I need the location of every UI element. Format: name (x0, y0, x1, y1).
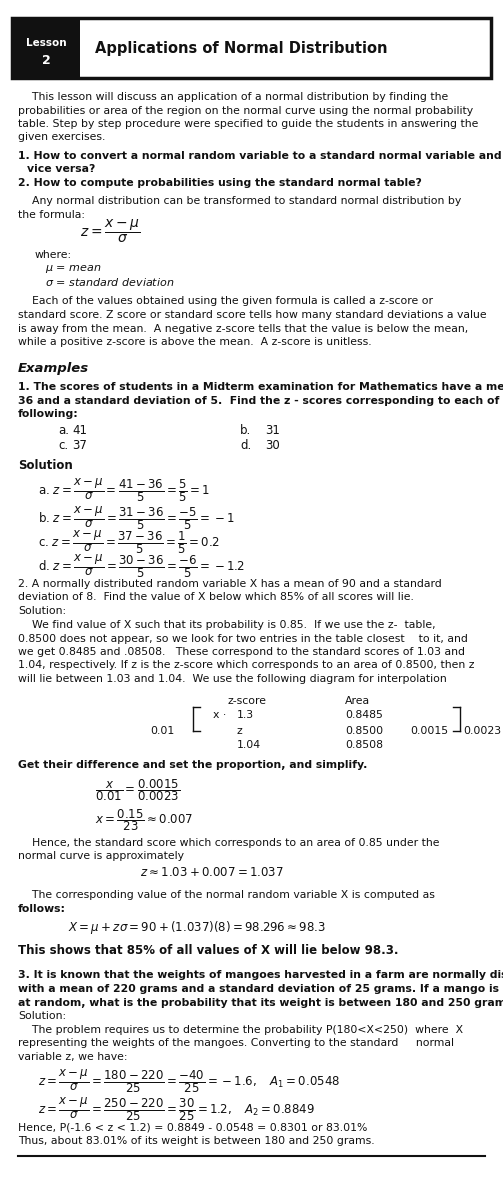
Text: a.: a. (58, 424, 69, 437)
Text: $z = \dfrac{x-\mu}{\sigma} = \dfrac{180-220}{25} = \dfrac{-40}{25} = -1.6, \quad: $z = \dfrac{x-\mu}{\sigma} = \dfrac{180-… (38, 1068, 340, 1094)
Text: 37: 37 (72, 439, 87, 452)
Text: d. $z = \dfrac{x-\mu}{\sigma} = \dfrac{30-36}{5} = \dfrac{-6}{5} = -1.2$: d. $z = \dfrac{x-\mu}{\sigma} = \dfrac{3… (38, 553, 245, 580)
Text: 0.01: 0.01 (150, 726, 174, 736)
FancyBboxPatch shape (12, 18, 80, 78)
Text: 30: 30 (265, 439, 280, 452)
Text: representing the weights of the mangoes. Converting to the standard     normal: representing the weights of the mangoes.… (18, 1038, 454, 1049)
Text: The problem requires us to determine the probability P(180<X<250)  where  X: The problem requires us to determine the… (18, 1025, 463, 1034)
Text: $X = \mu + z\sigma = 90 + (1.037)(8) = 98.296 \approx 98.3$: $X = \mu + z\sigma = 90 + (1.037)(8) = 9… (68, 918, 326, 936)
Text: Hence, the standard score which corresponds to an area of 0.85 under the: Hence, the standard score which correspo… (18, 838, 440, 847)
Text: $\mu$ = mean: $\mu$ = mean (45, 263, 102, 275)
Text: given exercises.: given exercises. (18, 132, 105, 143)
Text: z: z (237, 726, 243, 736)
Text: Solution:: Solution: (18, 1010, 66, 1021)
Text: 3. It is known that the weights of mangoes harvested in a farm are normally dist: 3. It is known that the weights of mango… (18, 971, 503, 980)
Text: 36 and a standard deviation of 5.  Find the z - scores corresponding to each of : 36 and a standard deviation of 5. Find t… (18, 396, 503, 406)
Text: 0.0015: 0.0015 (410, 726, 448, 736)
Text: This lesson will discuss an application of a normal distribution by finding the: This lesson will discuss an application … (18, 92, 448, 102)
Text: b.: b. (240, 424, 252, 437)
Text: Area: Area (345, 696, 370, 706)
Text: $x = \dfrac{0.15}{23} \approx 0.007$: $x = \dfrac{0.15}{23} \approx 0.007$ (95, 808, 194, 833)
Text: Hence, P(-1.6 < z < 1.2) = 0.8849 - 0.0548 = 0.8301 or 83.01%: Hence, P(-1.6 < z < 1.2) = 0.8849 - 0.05… (18, 1122, 367, 1132)
FancyBboxPatch shape (12, 18, 491, 78)
Text: 2. How to compute probabilities using the standard normal table?: 2. How to compute probabilities using th… (18, 178, 422, 188)
Text: d.: d. (240, 439, 252, 452)
Text: Solution: Solution (18, 458, 73, 472)
Text: b. $z = \dfrac{x-\mu}{\sigma} = \dfrac{31-36}{5} = \dfrac{-5}{5} = -1$: b. $z = \dfrac{x-\mu}{\sigma} = \dfrac{3… (38, 505, 234, 532)
Text: vice versa?: vice versa? (27, 164, 96, 174)
Text: Applications of Normal Distribution: Applications of Normal Distribution (95, 42, 387, 56)
Text: 2. A normally distributed random variable X has a mean of 90 and a standard: 2. A normally distributed random variabl… (18, 578, 442, 589)
Text: variable z, we have:: variable z, we have: (18, 1052, 127, 1062)
Text: 1.04, respectively. If z is the z-score which corresponds to an area of 0.8500, : 1.04, respectively. If z is the z-score … (18, 660, 474, 671)
Text: Each of the values obtained using the given formula is called a z-score or: Each of the values obtained using the gi… (18, 296, 433, 306)
Text: the formula:: the formula: (18, 210, 85, 220)
Text: $z = \dfrac{x-\mu}{\sigma} = \dfrac{250-220}{25} = \dfrac{30}{25} = 1.2, \quad A: $z = \dfrac{x-\mu}{\sigma} = \dfrac{250-… (38, 1096, 315, 1123)
Text: follows:: follows: (18, 904, 66, 913)
Text: We find value of X such that its probability is 0.85.  If we use the z-  table,: We find value of X such that its probabi… (18, 620, 436, 630)
Text: probabilities or area of the region on the normal curve using the normal probabi: probabilities or area of the region on t… (18, 106, 473, 115)
Text: while a positive z-score is above the mean.  A z-score is unitless.: while a positive z-score is above the me… (18, 337, 372, 347)
Text: 2: 2 (42, 54, 50, 66)
Text: we get 0.8485 and .08508.   These correspond to the standard scores of 1.03 and: we get 0.8485 and .08508. These correspo… (18, 647, 465, 658)
Text: 1.04: 1.04 (237, 740, 261, 750)
Text: z-score: z-score (228, 696, 267, 706)
Text: will lie between 1.03 and 1.04.  We use the following diagram for interpolation: will lie between 1.03 and 1.04. We use t… (18, 674, 447, 684)
Text: Thus, about 83.01% of its weight is between 180 and 250 grams.: Thus, about 83.01% of its weight is betw… (18, 1135, 375, 1146)
Text: Get their difference and set the proportion, and simplify.: Get their difference and set the proport… (18, 761, 367, 770)
Text: $z = \dfrac{x-\mu}{\sigma}$: $z = \dfrac{x-\mu}{\sigma}$ (80, 217, 140, 245)
Text: 0.0023: 0.0023 (463, 726, 501, 736)
Text: at random, what is the probability that its weight is between 180 and 250 grams?: at random, what is the probability that … (18, 997, 503, 1008)
Text: 31: 31 (265, 424, 280, 437)
Text: deviation of 8.  Find the value of X below which 85% of all scores will lie.: deviation of 8. Find the value of X belo… (18, 593, 414, 602)
Text: Solution:: Solution: (18, 606, 66, 616)
Text: c.: c. (58, 439, 68, 452)
Text: Any normal distribution can be transformed to standard normal distribution by: Any normal distribution can be transform… (18, 196, 461, 206)
Text: standard score. Z score or standard score tells how many standard deviations a v: standard score. Z score or standard scor… (18, 310, 486, 320)
Text: 0.8500: 0.8500 (345, 726, 383, 736)
Text: Lesson: Lesson (26, 38, 66, 48)
Text: 41: 41 (72, 424, 87, 437)
Text: normal curve is approximately: normal curve is approximately (18, 851, 184, 862)
Text: 0.8508: 0.8508 (345, 740, 383, 750)
Text: x ·: x · (213, 710, 226, 720)
Text: 1.3: 1.3 (237, 710, 254, 720)
Text: 1. How to convert a normal random variable to a standard normal variable and: 1. How to convert a normal random variab… (18, 151, 501, 161)
Text: c. $z = \dfrac{x-\mu}{\sigma} = \dfrac{37-36}{5} = \dfrac{1}{5} = 0.2$: c. $z = \dfrac{x-\mu}{\sigma} = \dfrac{3… (38, 529, 220, 556)
Text: 0.8485: 0.8485 (345, 710, 383, 720)
Text: $z \approx 1.03 + 0.007 = 1.037$: $z \approx 1.03 + 0.007 = 1.037$ (140, 866, 284, 878)
Text: $\sigma$ = standard deviation: $\sigma$ = standard deviation (45, 276, 175, 288)
Text: This shows that 85% of all values of X will lie below 98.3.: This shows that 85% of all values of X w… (18, 944, 398, 958)
Text: 1. The scores of students in a Midterm examination for Mathematics have a mean o: 1. The scores of students in a Midterm e… (18, 382, 503, 392)
Text: is away from the mean.  A negative z-score tells that the value is below the mea: is away from the mean. A negative z-scor… (18, 324, 468, 334)
Text: a. $z = \dfrac{x-\mu}{\sigma} = \dfrac{41-36}{5} = \dfrac{5}{5} = 1$: a. $z = \dfrac{x-\mu}{\sigma} = \dfrac{4… (38, 476, 210, 504)
Text: where:: where: (35, 250, 72, 259)
Text: with a mean of 220 grams and a standard deviation of 25 grams. If a mango is sel: with a mean of 220 grams and a standard … (18, 984, 503, 994)
Text: 0.8500 does not appear, so we look for two entries in the table closest    to it: 0.8500 does not appear, so we look for t… (18, 634, 468, 643)
Text: following:: following: (18, 409, 79, 419)
Text: table. Step by step procedure were specified to guide the students in answering : table. Step by step procedure were speci… (18, 119, 478, 128)
Text: $\dfrac{x}{0.01} = \dfrac{0.0015}{0.0023}$: $\dfrac{x}{0.01} = \dfrac{0.0015}{0.0023… (95, 778, 180, 803)
Text: The corresponding value of the normal random variable X is computed as: The corresponding value of the normal ra… (18, 890, 435, 900)
Text: Examples: Examples (18, 362, 89, 374)
